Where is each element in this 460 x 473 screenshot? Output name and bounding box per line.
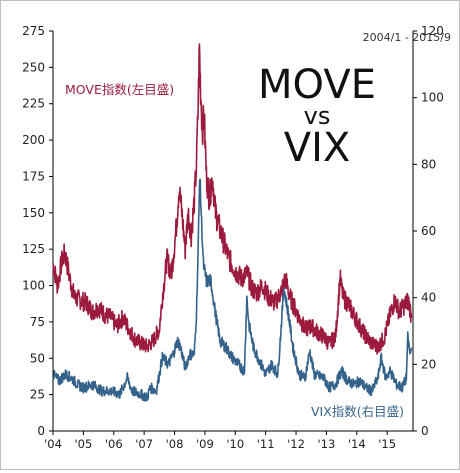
right-tick-label: 100 [421, 91, 444, 105]
right-tick-label: 60 [421, 224, 436, 238]
x-tick-label: '08 [166, 437, 184, 451]
series-layer [52, 43, 413, 402]
left-tick-label: 25 [30, 388, 45, 402]
x-tick-label: '14 [348, 437, 366, 451]
x-tick-label: '13 [318, 437, 336, 451]
right-tick-label: 80 [421, 157, 436, 171]
right-tick-label: 20 [421, 357, 436, 371]
x-tick-label: '04 [44, 437, 62, 451]
move-series-label: MOVE指数(左目盛) [65, 82, 174, 97]
x-tick-label: '11 [257, 437, 275, 451]
vix-series-line [52, 178, 413, 402]
left-tick-label: 250 [22, 60, 45, 74]
left-tick-label: 75 [30, 315, 45, 329]
x-tick-label: '10 [226, 437, 244, 451]
left-tick-label: 100 [22, 279, 45, 293]
title-line-1: MOVE [258, 62, 376, 108]
vix-series-label: VIX指数(右目盛) [311, 404, 404, 419]
left-axis-ticks: 0 25 50 75 100 125 150 175 200 225 250 275 [22, 24, 53, 438]
left-tick-label: 275 [22, 24, 45, 38]
left-tick-label: 200 [22, 133, 45, 147]
right-axis-ticks: 0 20 40 60 80 100 120 [413, 24, 444, 438]
left-tick-label: 0 [37, 424, 45, 438]
x-tick-label: '15 [378, 437, 396, 451]
right-tick-label: 40 [421, 291, 436, 305]
left-tick-label: 125 [22, 242, 45, 256]
x-axis-ticks: '04 '05 '06 '07 '08 '09 '10 '11 '12 '13 '14 '15 [44, 431, 396, 451]
x-tick-label: '06 [105, 437, 123, 451]
x-tick-label: '12 [287, 437, 305, 451]
left-tick-label: 150 [22, 206, 45, 220]
left-tick-label: 175 [22, 169, 45, 183]
period-label: 2004/1 - 2015/9 [363, 31, 451, 44]
title-line-3: VIX [284, 125, 351, 171]
right-tick-label: 0 [421, 424, 429, 438]
right-tick-label: 120 [421, 24, 444, 38]
left-tick-label: 225 [22, 97, 45, 111]
left-tick-label: 50 [30, 351, 45, 365]
x-tick-label: '07 [135, 437, 153, 451]
move-series-line [52, 43, 413, 355]
title-line-2: vs [304, 102, 331, 130]
x-tick-label: '09 [196, 437, 214, 451]
x-tick-label: '05 [74, 437, 92, 451]
